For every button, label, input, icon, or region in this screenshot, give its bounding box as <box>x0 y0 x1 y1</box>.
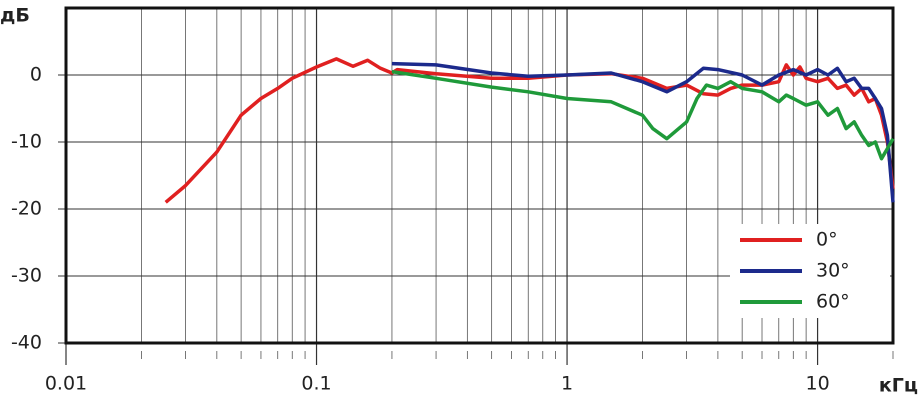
y-tick-label: 0 <box>30 64 42 86</box>
y-axis-label: дБ <box>0 5 30 27</box>
legend-label: 60° <box>816 291 850 313</box>
y-tick-label: -20 <box>11 198 42 220</box>
x-axis-label: кГц <box>879 375 918 397</box>
legend-label: 0° <box>816 229 838 251</box>
series-line <box>164 57 895 204</box>
x-tick-label: 10 <box>805 373 829 395</box>
series-line <box>391 61 895 203</box>
y-tick-label: -30 <box>11 265 42 287</box>
y-tick-label: -40 <box>11 332 42 354</box>
y-tick-label: -10 <box>11 131 42 153</box>
x-tick-label: 1 <box>561 373 573 395</box>
legend-label: 30° <box>816 260 850 282</box>
series-line <box>391 69 895 161</box>
x-tick-label: 0.1 <box>301 373 331 395</box>
x-tick-label: 0.01 <box>45 373 87 395</box>
